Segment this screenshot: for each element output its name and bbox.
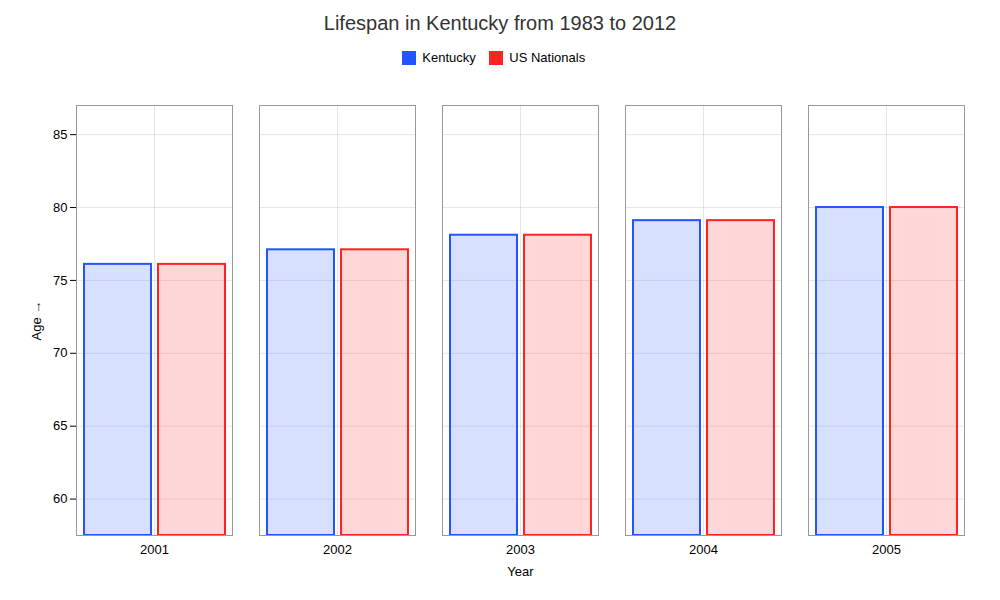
- svg-text:75: 75: [53, 272, 67, 287]
- svg-text:2004: 2004: [689, 541, 718, 556]
- svg-text:80: 80: [53, 199, 67, 214]
- svg-text:2003: 2003: [506, 541, 535, 556]
- svg-text:2005: 2005: [872, 541, 901, 556]
- svg-text:2002: 2002: [323, 541, 352, 556]
- html-text:Kentucky: Kentucky: [422, 50, 476, 65]
- html-text:US Nationals: US Nationals: [509, 50, 586, 65]
- svg-text:70: 70: [53, 345, 67, 360]
- svg-text:Age →: Age →: [29, 300, 44, 340]
- svg-text:Year: Year: [507, 563, 534, 578]
- svg-text:65: 65: [53, 418, 67, 433]
- svg-text:2001: 2001: [140, 541, 169, 556]
- svg-text:85: 85: [53, 126, 67, 141]
- html-text:Lifespan in Kentucky from 1983: Lifespan in Kentucky from 1983 to 2012: [323, 12, 677, 34]
- svg-text:60: 60: [53, 491, 67, 506]
